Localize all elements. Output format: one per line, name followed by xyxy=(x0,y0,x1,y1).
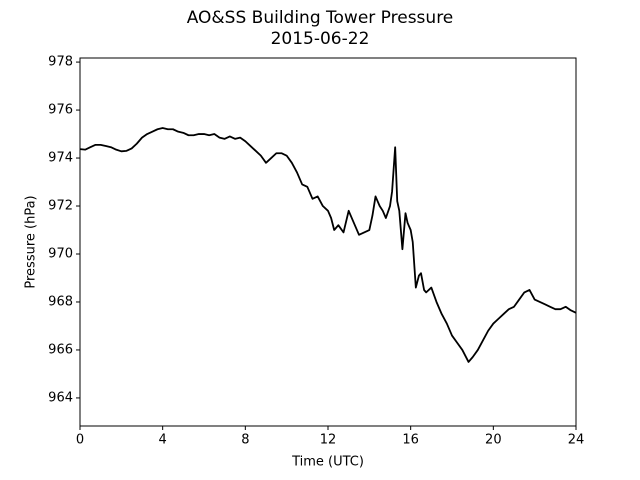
chart-title: AO&SS Building Tower Pressure xyxy=(187,8,454,28)
x-tick-label: 8 xyxy=(241,433,249,448)
y-tick-label: 970 xyxy=(48,246,73,261)
y-tick-label: 966 xyxy=(48,342,73,357)
y-axis-label: Pressure (hPa) xyxy=(24,195,39,288)
plot-frame xyxy=(79,57,577,427)
x-tick-label: 0 xyxy=(76,433,84,448)
y-tick-label: 968 xyxy=(48,294,73,309)
y-tick-label: 976 xyxy=(48,103,73,118)
x-tick-label: 4 xyxy=(159,433,167,448)
x-tick-label: 20 xyxy=(485,433,502,448)
y-tick-label: 972 xyxy=(48,199,73,214)
x-axis-label: Time (UTC) xyxy=(291,455,364,470)
y-tick-label: 964 xyxy=(48,390,73,405)
y-tick-label: 978 xyxy=(48,55,73,70)
line xyxy=(79,127,577,363)
x-tick-label: 12 xyxy=(320,433,337,448)
y-tick-label: 974 xyxy=(48,151,73,166)
chart-subtitle: 2015-06-22 xyxy=(271,29,370,49)
x-tick-label: 16 xyxy=(402,433,419,448)
x-tick-label: 24 xyxy=(568,433,585,448)
